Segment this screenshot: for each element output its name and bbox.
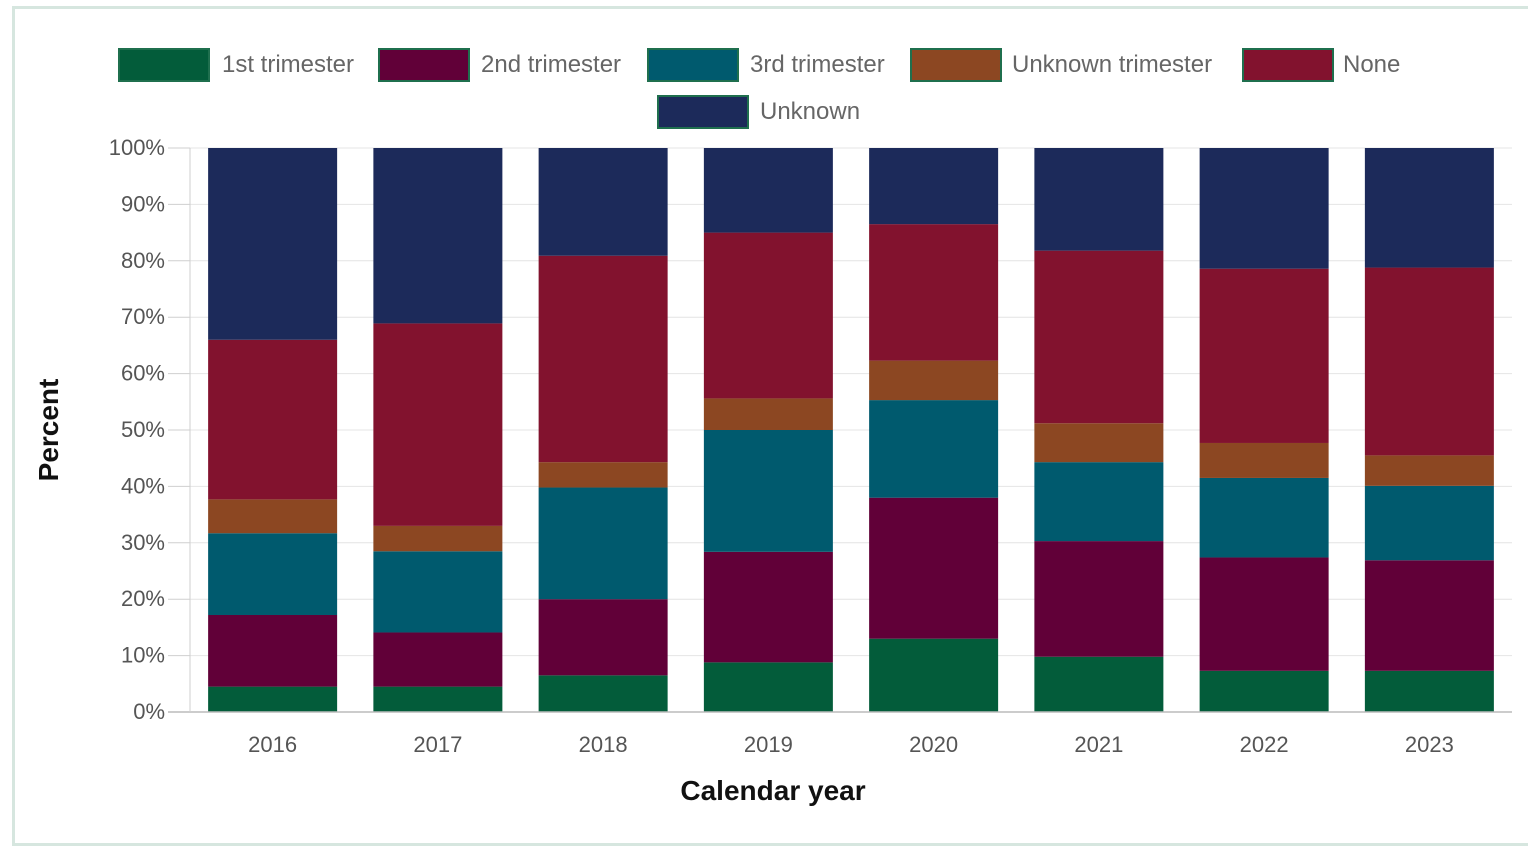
bar-segment[interactable] (869, 224, 999, 361)
x-tick-label: 2023 (1405, 732, 1454, 757)
bar-segment[interactable] (1199, 670, 1329, 712)
legend-label[interactable]: 1st trimester (222, 51, 354, 78)
legend-label[interactable]: 2nd trimester (481, 51, 621, 78)
bar-segment[interactable] (1199, 148, 1329, 269)
bar-segment[interactable] (1199, 442, 1329, 478)
bar-segment[interactable] (703, 398, 833, 430)
bar-segment[interactable] (1034, 148, 1164, 251)
bar-segment[interactable] (1199, 268, 1329, 443)
x-tick-label: 2017 (413, 732, 462, 757)
bar-segment[interactable] (703, 148, 833, 233)
legend-label[interactable]: None (1343, 51, 1400, 78)
bar-segment[interactable] (373, 525, 503, 552)
bar-segment[interactable] (1034, 423, 1164, 463)
bar-segment[interactable] (869, 497, 999, 639)
bar-segment[interactable] (538, 487, 668, 600)
x-tick-label: 2016 (248, 732, 297, 757)
bar-segment[interactable] (703, 232, 833, 399)
y-axis-ticks: 0% 10% 20% 30% 40% 50% 60% 70% 80% 90% 100% (109, 135, 190, 724)
bar-segment[interactable] (869, 638, 999, 712)
bar-segment[interactable] (869, 148, 999, 225)
x-tick-label: 2021 (1074, 732, 1123, 757)
y-tick-label: 10% (121, 643, 165, 668)
y-tick-label: 40% (121, 473, 165, 498)
legend-swatch[interactable] (1242, 48, 1334, 82)
legend-swatch[interactable] (118, 48, 210, 82)
bar-segment[interactable] (373, 148, 503, 324)
bar-segment[interactable] (538, 148, 668, 256)
bar-segment[interactable] (1364, 560, 1494, 671)
bar-segment[interactable] (373, 551, 503, 633)
bar-segment[interactable] (538, 599, 668, 676)
x-axis-ticks: 2016 2017 2018 2019 2020 2021 2022 2023 (248, 732, 1454, 757)
legend-label[interactable]: Unknown (760, 98, 860, 125)
bar-segment[interactable] (1364, 267, 1494, 456)
legend-swatch[interactable] (378, 48, 470, 82)
legend-label[interactable]: 3rd trimester (750, 51, 885, 78)
bar-segment[interactable] (1034, 250, 1164, 424)
bar-segment[interactable] (703, 430, 833, 552)
bar-segment[interactable] (208, 533, 338, 615)
bar-segment[interactable] (1364, 485, 1494, 561)
bar-segment[interactable] (208, 148, 338, 340)
y-tick-label: 90% (121, 191, 165, 216)
stacked-bar-chart: 0%10%20%30%40%50%60%70%80%90%100% 2016 20… (33, 48, 1512, 806)
bar-segment[interactable] (703, 551, 833, 663)
y-tick-label: 50% (121, 417, 165, 442)
bar-segment[interactable] (208, 339, 338, 500)
x-tick-label: 2019 (744, 732, 793, 757)
y-tick-label: 100% (109, 135, 165, 160)
x-tick-label: 2022 (1240, 732, 1289, 757)
y-tick-label: 30% (121, 530, 165, 555)
bar-segment[interactable] (208, 499, 338, 534)
legend-swatch[interactable] (657, 95, 749, 129)
y-tick-label: 60% (121, 361, 165, 386)
bar-segment[interactable] (869, 400, 999, 498)
legend-label[interactable]: Unknown trimester (1012, 51, 1212, 78)
bar-segment[interactable] (538, 462, 668, 488)
bar-segment[interactable] (1364, 670, 1494, 712)
y-tick-label: 0% (133, 699, 165, 724)
bar-segment[interactable] (538, 255, 668, 463)
bar-segment[interactable] (1034, 656, 1164, 712)
bar-segment[interactable] (1034, 462, 1164, 542)
bar-segment[interactable] (1199, 477, 1329, 558)
x-axis-title: Calendar year (680, 775, 865, 806)
bar-segment[interactable] (373, 632, 503, 687)
legend-swatch[interactable] (647, 48, 739, 82)
bar-segment[interactable] (703, 662, 833, 712)
bar-segment[interactable] (1199, 557, 1329, 671)
y-tick-label: 70% (121, 304, 165, 329)
x-tick-label: 2020 (909, 732, 958, 757)
bar-segment[interactable] (1034, 541, 1164, 657)
bar-segment[interactable] (1364, 455, 1494, 486)
x-tick-label: 2018 (579, 732, 628, 757)
bar-segment[interactable] (208, 614, 338, 687)
y-tick-label: 20% (121, 586, 165, 611)
bar-segment[interactable] (538, 675, 668, 712)
bar-segment[interactable] (1364, 148, 1494, 268)
legend-swatch[interactable] (910, 48, 1002, 82)
bar-segment[interactable] (208, 686, 338, 712)
y-tick-label: 80% (121, 248, 165, 273)
bar-segment[interactable] (373, 323, 503, 526)
bar-segment[interactable] (869, 360, 999, 401)
bar-segment[interactable] (373, 686, 503, 712)
legend: 1st trimester 2nd trimester 3rd trimester U… (118, 48, 1400, 129)
y-axis-title: Percent (33, 379, 64, 482)
bars (208, 148, 1494, 712)
